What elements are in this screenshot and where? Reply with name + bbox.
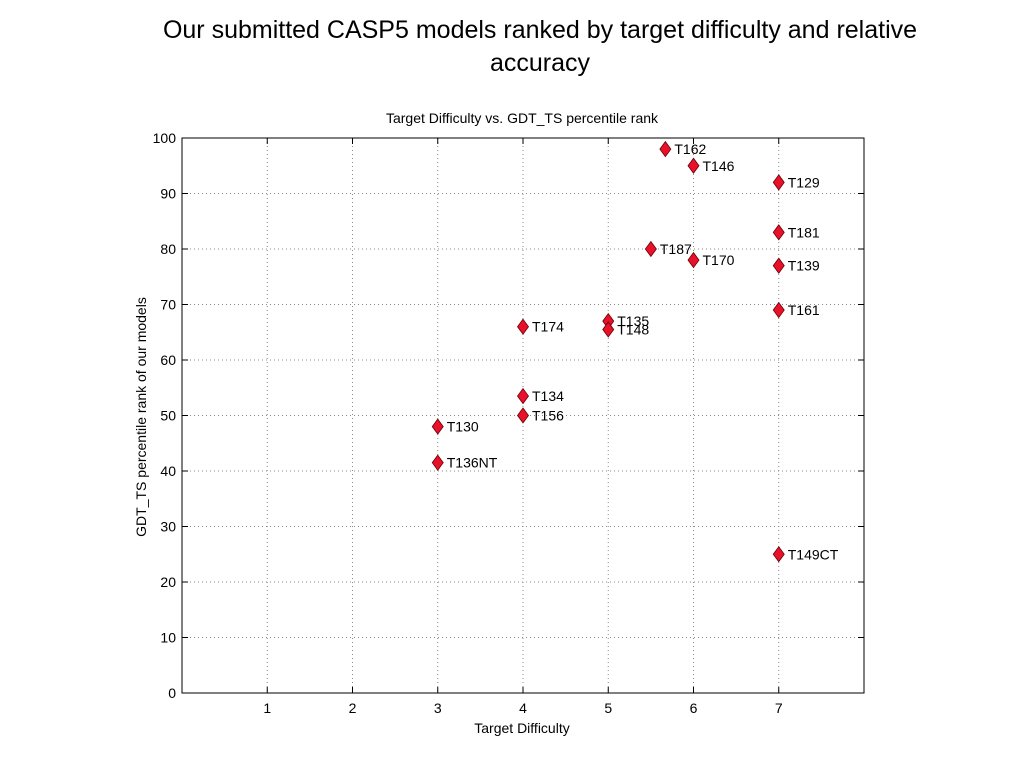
data-point-label: T170 <box>703 252 735 268</box>
y-tick-label: 40 <box>160 463 176 479</box>
data-point-marker <box>659 140 672 158</box>
x-tick-label: 6 <box>690 700 698 716</box>
data-point-label: T129 <box>788 174 820 190</box>
y-tick-label: 20 <box>160 574 176 590</box>
data-point-marker <box>431 418 444 435</box>
data-point-label: T187 <box>660 241 692 257</box>
data-point-label: T139 <box>788 258 820 274</box>
y-tick-label: 30 <box>160 519 176 535</box>
data-point-marker <box>772 174 785 191</box>
data-point-label: T156 <box>532 408 564 424</box>
data-point-label: T134 <box>532 388 564 404</box>
data-point-label: T149CT <box>788 546 839 562</box>
data-point-label: T146 <box>703 158 735 174</box>
data-point-label: T148 <box>617 321 649 337</box>
data-point-label: T136NT <box>447 455 498 471</box>
x-tick-label: 2 <box>349 700 357 716</box>
y-tick-label: 90 <box>160 186 176 202</box>
data-point-label: T181 <box>788 224 820 240</box>
x-axis-label: Target Difficulty <box>474 720 569 736</box>
data-point-marker <box>517 318 529 335</box>
data-point-marker <box>772 257 785 274</box>
x-tick-label: 5 <box>604 700 612 716</box>
y-tick-label: 70 <box>160 297 176 313</box>
x-tick-label: 3 <box>434 700 442 716</box>
y-tick-label: 100 <box>153 130 177 146</box>
data-point-marker <box>517 387 529 405</box>
data-point-marker <box>602 321 615 338</box>
chart-title: Target Difficulty vs. GDT_TS percentile … <box>386 110 659 126</box>
x-tick-label: 1 <box>263 700 271 716</box>
y-tick-label: 0 <box>168 685 176 701</box>
x-tick-label: 4 <box>519 700 527 716</box>
data-point-marker <box>772 546 785 563</box>
slide-title: Our submitted CASP5 models ranked by tar… <box>162 16 918 77</box>
data-point-marker <box>644 240 657 258</box>
data-point-marker <box>772 224 785 241</box>
data-point-marker <box>687 251 700 269</box>
data-point-marker <box>687 157 700 174</box>
data-point-marker <box>431 454 444 471</box>
y-tick-label: 50 <box>160 408 176 424</box>
y-tick-label: 10 <box>160 630 176 646</box>
y-tick-label: 80 <box>160 241 176 257</box>
data-point-label: T161 <box>788 302 820 318</box>
data-point-label: T130 <box>447 419 479 435</box>
data-point-label: T135 <box>617 313 649 329</box>
data-point-label: T174 <box>532 319 564 335</box>
x-tick-label: 7 <box>775 700 783 716</box>
y-axis-label: GDT_TS percentile rank of our models <box>133 297 149 537</box>
data-point-marker <box>517 407 529 424</box>
y-tick-label: 60 <box>160 352 176 368</box>
data-point-label: T162 <box>674 141 706 157</box>
data-point-marker <box>772 301 785 319</box>
